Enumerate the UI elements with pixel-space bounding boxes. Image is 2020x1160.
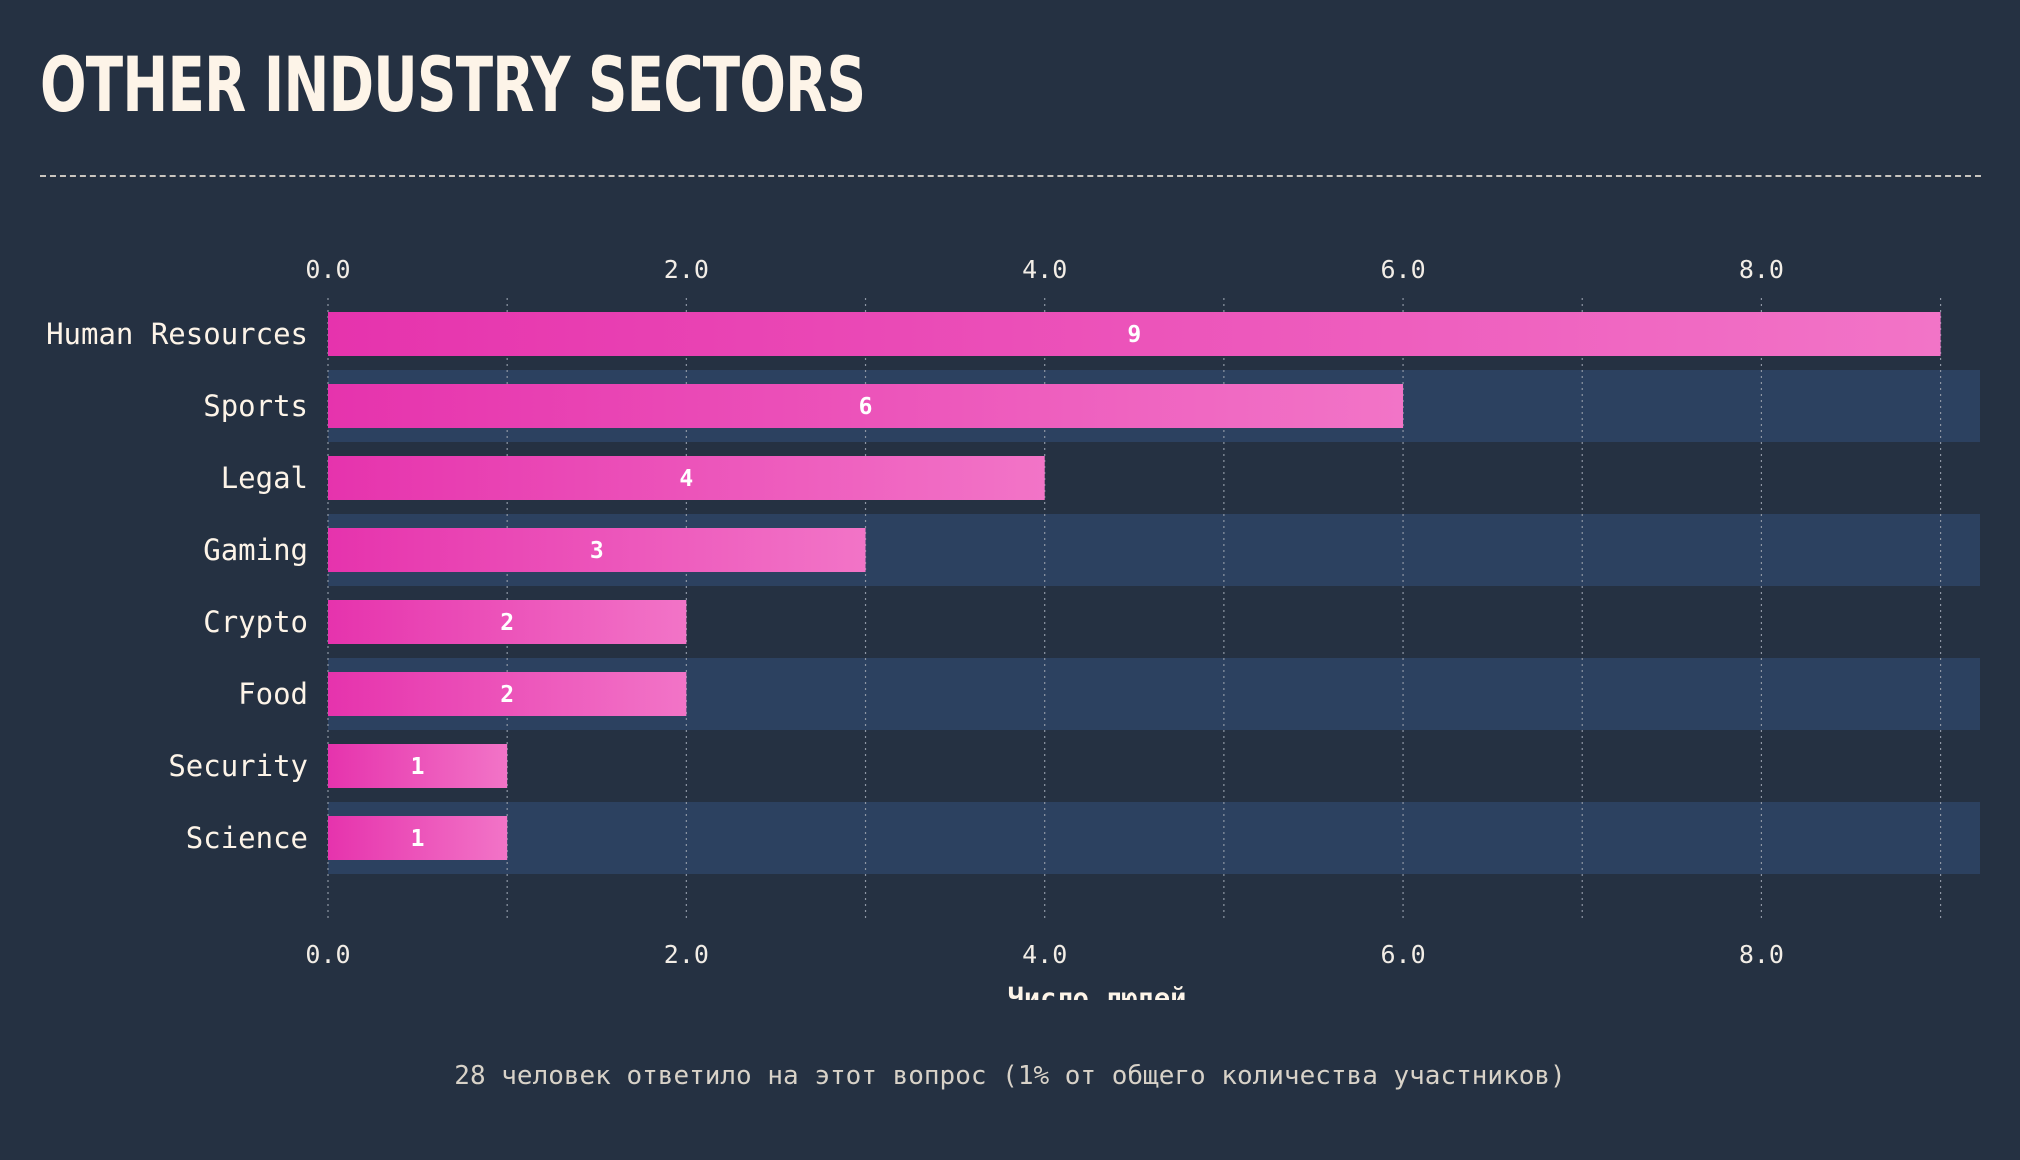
x-tick-label-bottom: 6.0 <box>1380 940 1425 969</box>
bar <box>328 600 687 644</box>
x-tick-label-top: 2.0 <box>664 255 709 284</box>
bar <box>328 384 1404 428</box>
bar-value-label: 4 <box>679 466 693 492</box>
category-label: Legal <box>221 461 308 495</box>
bar-value-label: 6 <box>859 394 873 420</box>
bar <box>328 672 687 716</box>
bars <box>328 312 1941 860</box>
page-title: OTHER INDUSTRY SECTORS <box>40 40 866 129</box>
category-labels: Human Resources Sports Legal Gaming Crypto Fo… <box>46 317 308 855</box>
x-tick-label-bottom: 2.0 <box>664 940 709 969</box>
x-axis-label: Число людей <box>1008 983 1187 1000</box>
category-label: Science <box>186 821 308 855</box>
x-axis-bottom: 0.0 2.0 4.0 6.0 8.0 <box>305 940 1784 969</box>
value-labels: 9 6 4 3 2 2 1 1 <box>411 322 1142 852</box>
row-bands <box>328 370 1980 874</box>
category-label: Sports <box>203 389 308 423</box>
x-tick-label-bottom: 8.0 <box>1739 940 1784 969</box>
x-tick-label-top: 0.0 <box>305 255 350 284</box>
bar-value-label: 2 <box>500 682 514 708</box>
bar <box>328 744 508 788</box>
x-tick-label-top: 4.0 <box>1022 255 1067 284</box>
bar-value-label: 1 <box>411 754 425 780</box>
x-tick-label-top: 8.0 <box>1739 255 1784 284</box>
bar <box>328 312 1941 356</box>
bar-value-label: 1 <box>411 826 425 852</box>
category-label: Security <box>168 749 308 783</box>
title-divider <box>40 175 1981 177</box>
bar <box>328 528 866 572</box>
x-tick-label-bottom: 4.0 <box>1022 940 1067 969</box>
x-axis-top: 0.0 2.0 4.0 6.0 8.0 <box>305 255 1784 284</box>
category-label: Crypto <box>203 605 308 639</box>
bar-value-label: 9 <box>1127 322 1141 348</box>
bar <box>328 456 1045 500</box>
response-footnote: 28 человек ответило на этот вопрос (1% о… <box>454 1061 1566 1091</box>
x-tick-label-top: 6.0 <box>1380 255 1425 284</box>
bar-chart: 9 6 4 3 2 2 1 1 Human Resources Sports Legal Gamin… <box>46 255 1980 1000</box>
row-band <box>328 802 1980 874</box>
bar-value-label: 2 <box>500 610 514 636</box>
bar-value-label: 3 <box>590 538 604 564</box>
category-label: Human Resources <box>46 317 308 351</box>
category-label: Food <box>238 677 308 711</box>
bar <box>328 816 508 860</box>
category-label: Gaming <box>203 533 308 567</box>
x-tick-label-bottom: 0.0 <box>305 940 350 969</box>
